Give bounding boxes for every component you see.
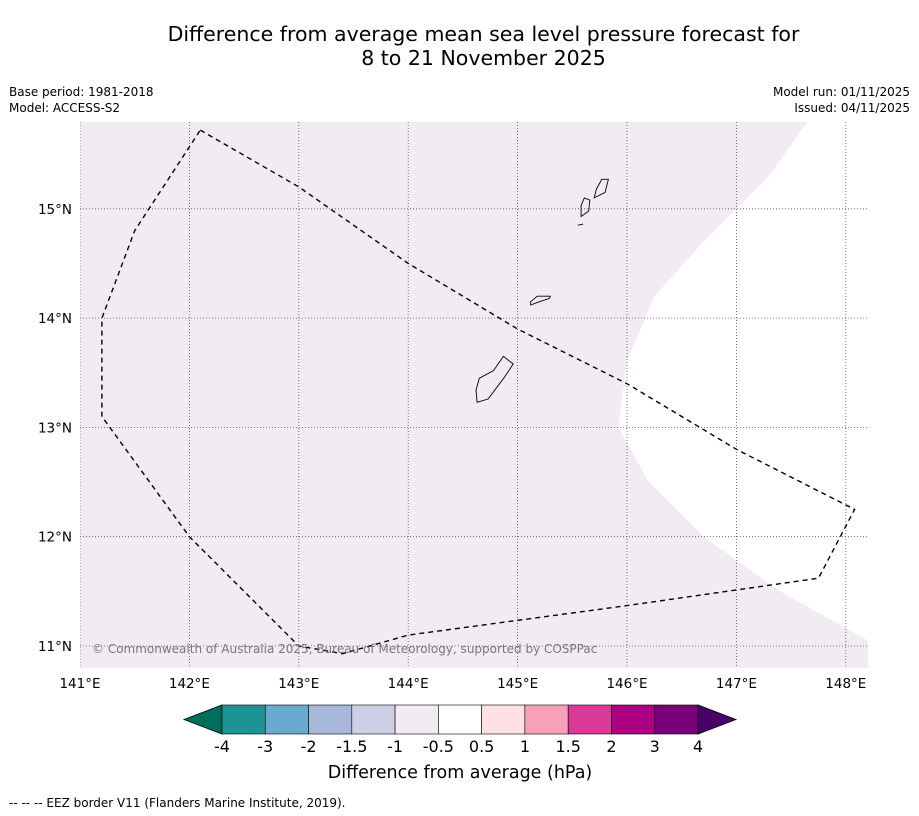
title-line-2: 8 to 21 November 2025 [361, 46, 606, 70]
colorbar-tick-label: 1.5 [555, 737, 580, 756]
colorbar-bin [481, 704, 526, 735]
lon-tick-label: 141°E [59, 676, 100, 692]
copyright-notice: © Commonwealth of Australia 2025, Bureau… [92, 642, 597, 656]
colorbar-bin [524, 704, 569, 735]
axis-tick-labels: 141°E 142°E 143°E 144°E 145°E 146°E 147°E 148°E… [38, 202, 866, 692]
island-guam [475, 355, 514, 403]
colorbar-bin [221, 704, 266, 735]
graticule [80, 122, 868, 668]
map-area [80, 122, 868, 668]
eez-border-line [101, 129, 856, 655]
colorbar-bin [611, 704, 656, 735]
base-period: Base period: 1981-2018 [9, 85, 154, 99]
title-line-1: Difference from average mean sea level p… [167, 22, 800, 46]
colorbar-tick-label: 4 [693, 737, 703, 756]
colorbar-bin [394, 704, 439, 735]
island-saipan [593, 178, 609, 199]
colorbar-bin [654, 704, 699, 735]
lon-tick-label: 148°E [825, 676, 866, 692]
lat-tick-label: 14°N [38, 311, 72, 327]
model-run: Model run: 01/11/2025 [772, 85, 910, 99]
meta-left: Base period: 1981-2018 Model: ACCESS-S2 [9, 84, 154, 116]
colorbar-tick-label: -3 [257, 737, 273, 756]
lon-tick-label: 146°E [606, 676, 647, 692]
colorbar-bin [438, 704, 482, 735]
colorbar-tick-label: -0.5 [423, 737, 454, 756]
lon-tick-label: 147°E [716, 676, 757, 692]
colorbar-over-arrow [697, 704, 738, 735]
lat-tick-label: 12°N [38, 530, 72, 546]
colorbar-title: Difference from average (hPa) [328, 763, 593, 783]
colorbar-tick-label: 2 [606, 737, 616, 756]
colorbar-bin [567, 704, 612, 735]
issued-date: Issued: 04/11/2025 [794, 101, 910, 115]
lat-tick-label: 15°N [38, 202, 72, 218]
island-aguijan [577, 223, 584, 226]
coastlines [475, 178, 609, 403]
colorbar-tick-label: 3 [650, 737, 660, 756]
colorbar-tick-label: -2 [301, 737, 317, 756]
colorbar-under-arrow [182, 704, 223, 735]
colorbar-tick-label: -1 [387, 737, 403, 756]
lat-tick-label: 11°N [38, 639, 72, 655]
chart-title: Difference from average mean sea level p… [24, 22, 919, 70]
colorbar-tick-label: -1.5 [336, 737, 367, 756]
colorbar-tick-label: 1 [520, 737, 530, 756]
lat-tick-label: 13°N [38, 420, 72, 436]
colorbar-bin [351, 704, 396, 735]
footer-note: -- -- -- EEZ border V11 (Flanders Marine… [9, 796, 346, 810]
colorbar: -4 -3 -2 -1.5 -1 -0.5 0.5 1 1.5 2 3 4 [182, 704, 738, 756]
model-name: Model: ACCESS-S2 [9, 101, 121, 115]
meta-right: Model run: 01/11/2025 Issued: 04/11/2025 [773, 84, 910, 116]
near-average-zone [618, 122, 868, 641]
colorbar-tick-label: 0.5 [469, 737, 494, 756]
colorbar-tick-label: -4 [214, 737, 230, 756]
colorbar-bin [264, 704, 309, 735]
lon-tick-label: 145°E [497, 676, 538, 692]
island-rota [530, 295, 552, 306]
island-tinian [580, 197, 591, 218]
colorbar-bin [308, 704, 353, 735]
lon-tick-label: 144°E [388, 676, 429, 692]
lon-tick-label: 142°E [169, 676, 210, 692]
lon-tick-label: 143°E [278, 676, 319, 692]
